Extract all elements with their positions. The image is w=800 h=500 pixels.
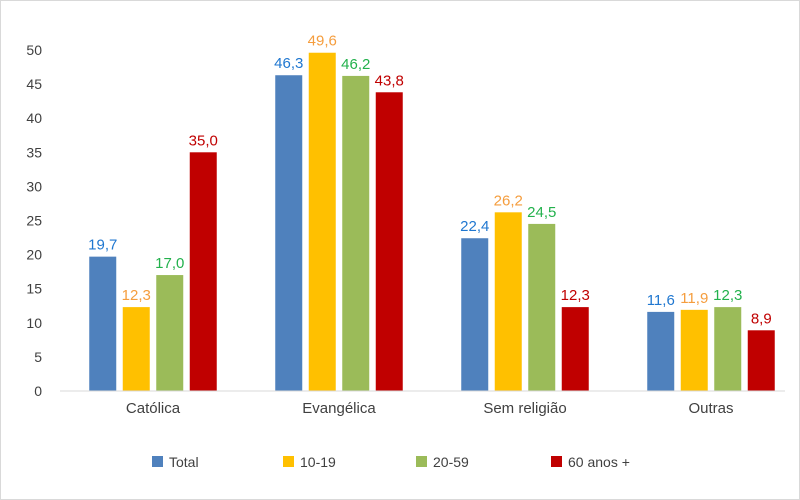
data-label: 43,8 [375, 72, 404, 89]
bar [342, 75, 370, 391]
data-label: 19,7 [88, 237, 117, 254]
legend: Total 10-19 20-59 60 anos + [152, 454, 630, 470]
bar [647, 311, 675, 391]
data-label: 12,3 [122, 287, 151, 304]
bar [494, 212, 522, 391]
data-label: 11,6 [647, 292, 675, 309]
y-tick-label: 5 [34, 349, 42, 365]
x-category-label: Evangélica [302, 400, 376, 417]
y-tick-label: 35 [26, 144, 42, 160]
legend-label: 10-19 [300, 454, 336, 470]
bar [122, 307, 150, 391]
data-label: 46,3 [274, 55, 303, 72]
x-category-label: Católica [126, 400, 181, 417]
y-tick-label: 25 [26, 213, 42, 229]
bar [89, 256, 117, 391]
data-labels: 19,712,317,035,046,349,646,243,822,426,2… [88, 33, 772, 328]
y-tick-label: 45 [26, 76, 42, 92]
y-tick-label: 10 [26, 315, 42, 331]
data-label: 8,9 [751, 310, 772, 327]
legend-swatch [551, 456, 562, 467]
legend-label: Total [169, 454, 199, 470]
bar [189, 152, 217, 391]
x-category-label: Outras [688, 400, 733, 417]
data-label: 12,3 [561, 287, 590, 304]
data-label: 11,9 [680, 290, 708, 307]
data-label: 22,4 [460, 218, 489, 235]
bar [714, 307, 742, 391]
data-label: 24,5 [527, 204, 556, 221]
y-tick-label: 20 [26, 247, 42, 263]
y-tick-label: 50 [26, 42, 42, 58]
x-category-label: Sem religião [483, 400, 566, 417]
y-tick-label: 0 [34, 383, 42, 399]
bars [89, 52, 775, 392]
y-tick-label: 40 [26, 110, 42, 126]
legend-swatch [416, 456, 427, 467]
y-axis-ticks: 0 5 10 15 20 25 30 35 40 45 50 [26, 42, 42, 399]
bar [375, 92, 403, 391]
bar [747, 330, 775, 391]
bar [156, 275, 184, 391]
data-label: 12,3 [713, 287, 742, 304]
legend-label: 20-59 [433, 454, 469, 470]
data-label: 26,2 [494, 192, 523, 209]
bar [275, 75, 303, 391]
legend-swatch [283, 456, 294, 467]
y-tick-label: 15 [26, 281, 42, 297]
bar [528, 223, 556, 391]
legend-swatch [152, 456, 163, 467]
bar [561, 307, 589, 391]
data-label: 49,6 [308, 33, 337, 50]
legend-label: 60 anos + [568, 454, 630, 470]
y-tick-label: 30 [26, 178, 42, 194]
bar [308, 52, 336, 392]
data-label: 35,0 [189, 132, 218, 149]
bar [680, 309, 708, 391]
data-label: 17,0 [155, 255, 184, 272]
bar [461, 238, 489, 391]
x-axis-categories: Católica Evangélica Sem religião Outras [126, 400, 734, 417]
data-label: 46,2 [341, 56, 370, 73]
